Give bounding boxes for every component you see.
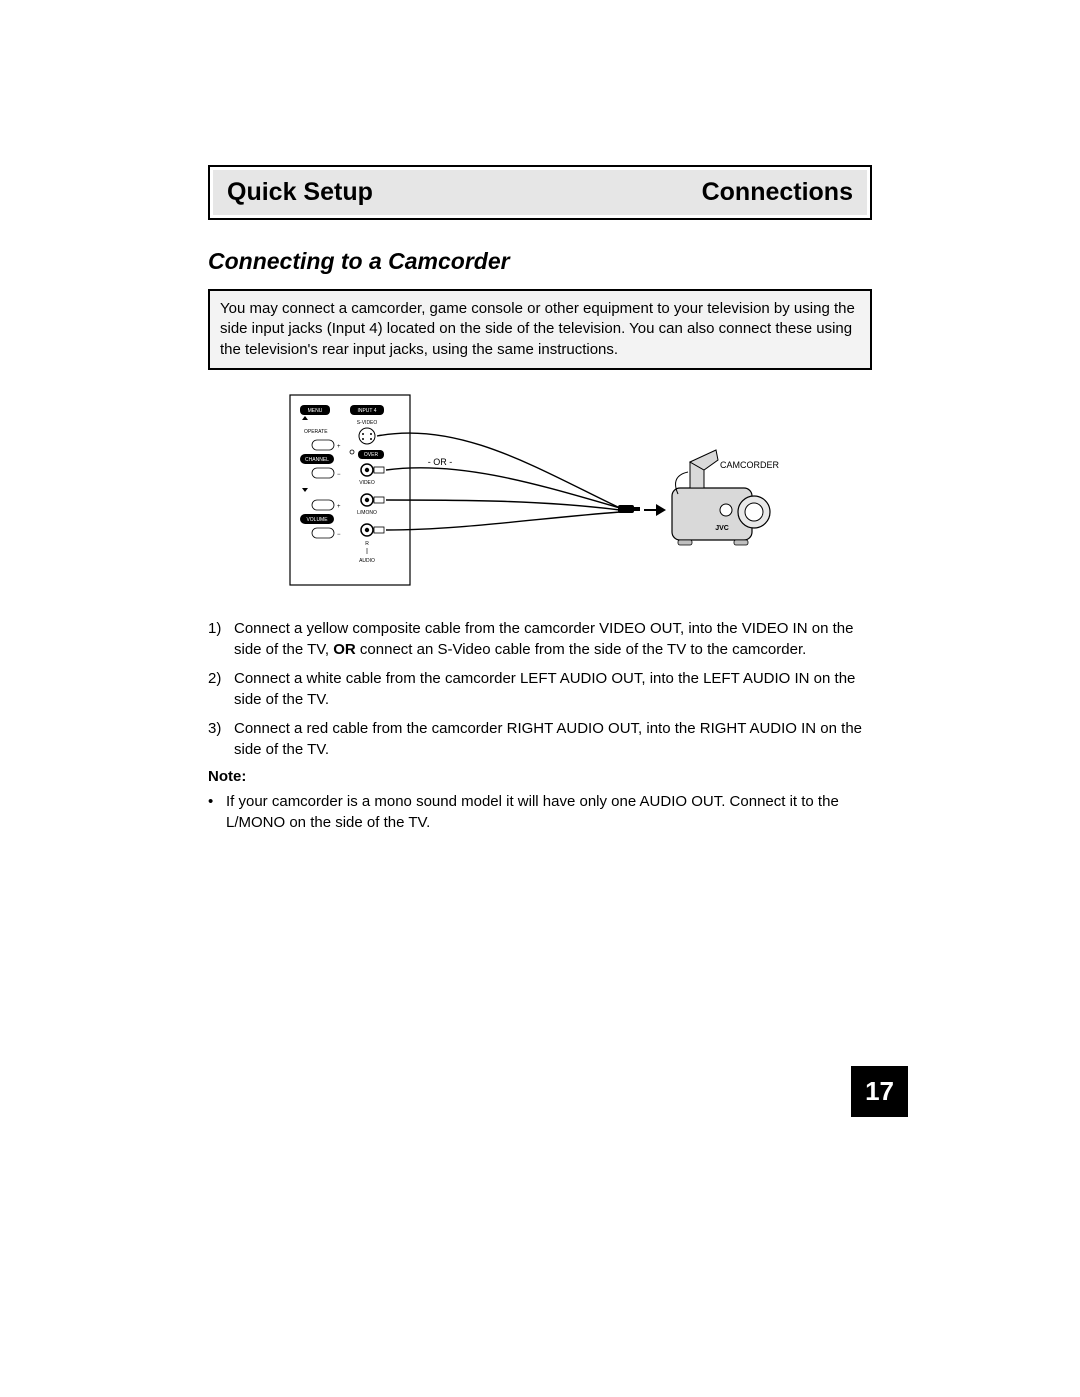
label-operate: OPERATE — [304, 429, 328, 435]
header-left: Quick Setup — [227, 178, 373, 207]
manual-page: Quick Setup Connections Connecting to a … — [0, 0, 1080, 1397]
connection-diagram: MENU OPERATE + CHANNEL − + VOLUME − INPU… — [208, 390, 872, 590]
brand-label: JVC — [715, 525, 729, 532]
svg-text:+: + — [337, 444, 341, 450]
step-number: 2) — [208, 668, 234, 710]
svg-text:−: − — [337, 532, 341, 538]
step-number: 1) — [208, 618, 234, 660]
label-audio: AUDIO — [359, 558, 375, 564]
or-label: - OR - — [428, 457, 453, 467]
label-menu: MENU — [308, 408, 323, 414]
note-label: Note: — [208, 768, 872, 785]
label-r: R — [365, 541, 369, 547]
label-video: VIDEO — [359, 480, 375, 486]
steps-list: 1) Connect a yellow composite cable from… — [208, 618, 872, 760]
label-input4: INPUT 4 — [357, 408, 376, 414]
label-volume: VOLUME — [306, 517, 328, 523]
label-over: OVER — [364, 452, 379, 458]
svg-text:−: − — [337, 472, 341, 478]
header-inner: Quick Setup Connections — [213, 170, 867, 215]
arrow-icon — [644, 504, 666, 516]
step-item: 3) Connect a red cable from the camcorde… — [208, 718, 872, 760]
step-item: 2) Connect a white cable from the camcor… — [208, 668, 872, 710]
step-text: Connect a white cable from the camcorder… — [234, 668, 872, 710]
note-item: • If your camcorder is a mono sound mode… — [208, 791, 872, 833]
label-svideo: S-VIDEO — [357, 420, 378, 426]
note-text: If your camcorder is a mono sound model … — [226, 791, 872, 833]
step-item: 1) Connect a yellow composite cable from… — [208, 618, 872, 660]
label-channel: CHANNEL — [305, 457, 329, 463]
label-lmono: L/MONO — [357, 510, 377, 516]
header-right: Connections — [702, 178, 853, 207]
step-text: Connect a yellow composite cable from th… — [234, 618, 872, 660]
camcorder-label: CAMCORDER — [720, 460, 780, 470]
page-number: 17 — [851, 1066, 908, 1117]
step-number: 3) — [208, 718, 234, 760]
header-bar: Quick Setup Connections — [208, 165, 872, 220]
diagram-svg: MENU OPERATE + CHANNEL − + VOLUME − INPU… — [280, 390, 800, 590]
section-subtitle: Connecting to a Camcorder — [208, 248, 872, 275]
svg-text:+: + — [337, 504, 341, 510]
step-text: Connect a red cable from the camcorder R… — [234, 718, 872, 760]
bullet-icon: • — [208, 791, 226, 833]
intro-box: You may connect a camcorder, game consol… — [208, 289, 872, 370]
